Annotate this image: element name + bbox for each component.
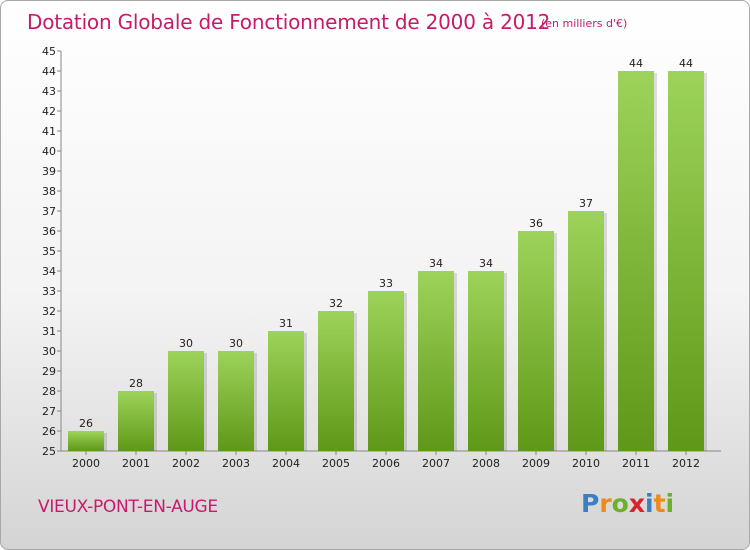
y-tick-label: 29 xyxy=(42,365,56,378)
bar-2002 xyxy=(168,351,204,451)
logo-letter: t xyxy=(653,489,666,518)
data-label: 32 xyxy=(329,297,343,310)
chart-title: Dotation Globale de Fonctionnement de 20… xyxy=(27,10,551,34)
x-tick-label: 2003 xyxy=(222,457,250,470)
data-label: 28 xyxy=(129,377,143,390)
bar-2006 xyxy=(368,291,404,451)
bar-layer: 26 28 30 30 31 32 33 34 34 36 37 44 44 xyxy=(68,57,707,451)
chart-subtitle: (en milliers d'€) xyxy=(541,17,628,30)
x-tick-label: 2008 xyxy=(472,457,500,470)
y-tick-label: 45 xyxy=(42,45,56,58)
bar-2004 xyxy=(268,331,304,451)
y-tick-label: 31 xyxy=(42,325,56,338)
y-tick-label: 38 xyxy=(42,185,56,198)
y-tick-label: 43 xyxy=(42,85,56,98)
x-tick-label: 2010 xyxy=(572,457,600,470)
y-tick-label: 40 xyxy=(42,145,56,158)
axis-layer: 25 26 27 28 29 30 31 32 33 34 35 36 37 38 39 40 41 42 43 44… xyxy=(42,45,721,470)
proxiti-logo: Proxiti xyxy=(581,489,674,518)
bar-2010 xyxy=(568,211,604,451)
logo-letter: r xyxy=(599,489,612,518)
data-label: 33 xyxy=(379,277,393,290)
logo-letter: P xyxy=(581,489,600,518)
y-tick-label: 44 xyxy=(42,65,56,78)
x-tick-label: 2002 xyxy=(172,457,200,470)
x-tick-label: 2006 xyxy=(372,457,400,470)
x-tick-label: 2000 xyxy=(72,457,100,470)
y-tick-label: 34 xyxy=(42,265,56,278)
bar-2008 xyxy=(468,271,504,451)
bar-2005 xyxy=(318,311,354,451)
data-label: 44 xyxy=(679,57,693,70)
x-tick-label: 2012 xyxy=(672,457,700,470)
y-tick-label: 33 xyxy=(42,285,56,298)
x-tick-label: 2009 xyxy=(522,457,550,470)
y-tick-label: 39 xyxy=(42,165,56,178)
bar-2007 xyxy=(418,271,454,451)
logo-letter: i xyxy=(645,489,654,518)
data-label: 44 xyxy=(629,57,643,70)
x-tick-label: 2005 xyxy=(322,457,350,470)
y-tick-label: 30 xyxy=(42,345,56,358)
x-tick-label: 2004 xyxy=(272,457,300,470)
data-label: 34 xyxy=(479,257,493,270)
x-tick-label: 2011 xyxy=(622,457,650,470)
y-tick-label: 35 xyxy=(42,245,56,258)
y-tick-label: 28 xyxy=(42,385,56,398)
y-tick-label: 41 xyxy=(42,125,56,138)
bar-2001 xyxy=(118,391,154,451)
bar-2003 xyxy=(218,351,254,451)
logo-letter: x xyxy=(628,489,645,518)
data-label: 31 xyxy=(279,317,293,330)
logo-letter: i xyxy=(665,489,675,518)
bar-2009 xyxy=(518,231,554,451)
y-tick-label: 25 xyxy=(42,445,56,458)
y-tick-label: 36 xyxy=(42,225,56,238)
bar-2000 xyxy=(68,431,104,451)
y-tick-label: 26 xyxy=(42,425,56,438)
x-tick-label: 2001 xyxy=(122,457,150,470)
data-label: 36 xyxy=(529,217,543,230)
logo-letter: o xyxy=(611,489,629,518)
data-label: 34 xyxy=(429,257,443,270)
y-tick-label: 37 xyxy=(42,205,56,218)
data-label: 37 xyxy=(579,197,593,210)
data-label: 30 xyxy=(179,337,193,350)
data-label: 26 xyxy=(79,417,93,430)
commune-name: VIEUX-PONT-EN-AUGE xyxy=(38,497,218,517)
y-tick-label: 42 xyxy=(42,105,56,118)
bar-2012 xyxy=(668,71,704,451)
y-tick-label: 27 xyxy=(42,405,56,418)
bar-2011 xyxy=(618,71,654,451)
y-tick-label: 32 xyxy=(42,305,56,318)
x-tick-label: 2007 xyxy=(422,457,450,470)
data-label: 30 xyxy=(229,337,243,350)
